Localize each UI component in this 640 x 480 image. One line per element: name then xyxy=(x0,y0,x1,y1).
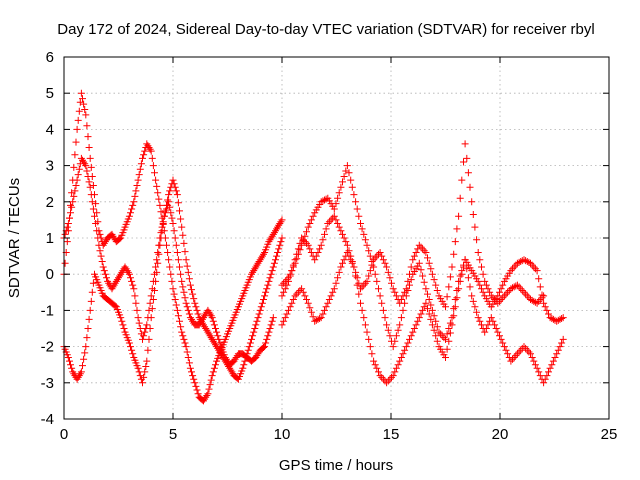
x-tick-label: 15 xyxy=(383,426,400,443)
series-track-f xyxy=(278,140,548,311)
data-point-markers xyxy=(278,162,567,351)
y-tick-label: 1 xyxy=(46,230,54,247)
axes: 0 5 10 15 20 25 -4 -3 -2 -1 0 1 2 3 4 5 6 xyxy=(41,49,618,443)
y-tick-label: -4 xyxy=(41,411,54,428)
y-tick-label: -3 xyxy=(41,375,54,392)
x-tick-label: 25 xyxy=(601,426,618,443)
series-track-d xyxy=(278,162,567,351)
plot-frame xyxy=(63,56,610,420)
y-tick-label: -1 xyxy=(41,302,54,319)
y-tick-label: 6 xyxy=(46,49,54,66)
chart-title: Day 172 of 2024, Sidereal Day-to-day VTE… xyxy=(57,21,594,38)
y-tick-label: 0 xyxy=(46,266,54,283)
y-tick-label: 5 xyxy=(46,85,54,102)
y-tick-label: 3 xyxy=(46,158,54,175)
x-tick-label: 10 xyxy=(274,426,291,443)
data-point-markers xyxy=(278,140,548,311)
series-track-e xyxy=(278,249,567,387)
y-tick-label: -2 xyxy=(41,339,54,356)
x-tick-label: 20 xyxy=(492,426,509,443)
x-tick-label: 5 xyxy=(169,426,177,443)
data-point-markers xyxy=(278,249,567,387)
y-tick-label: 4 xyxy=(46,121,54,138)
data-points xyxy=(60,89,567,405)
x-tick-label: 0 xyxy=(60,426,68,443)
y-tick-label: 2 xyxy=(46,194,54,211)
x-axis-title: GPS time / hours xyxy=(279,457,393,474)
y-axis-title: SDTVAR / TECUs xyxy=(6,178,23,298)
